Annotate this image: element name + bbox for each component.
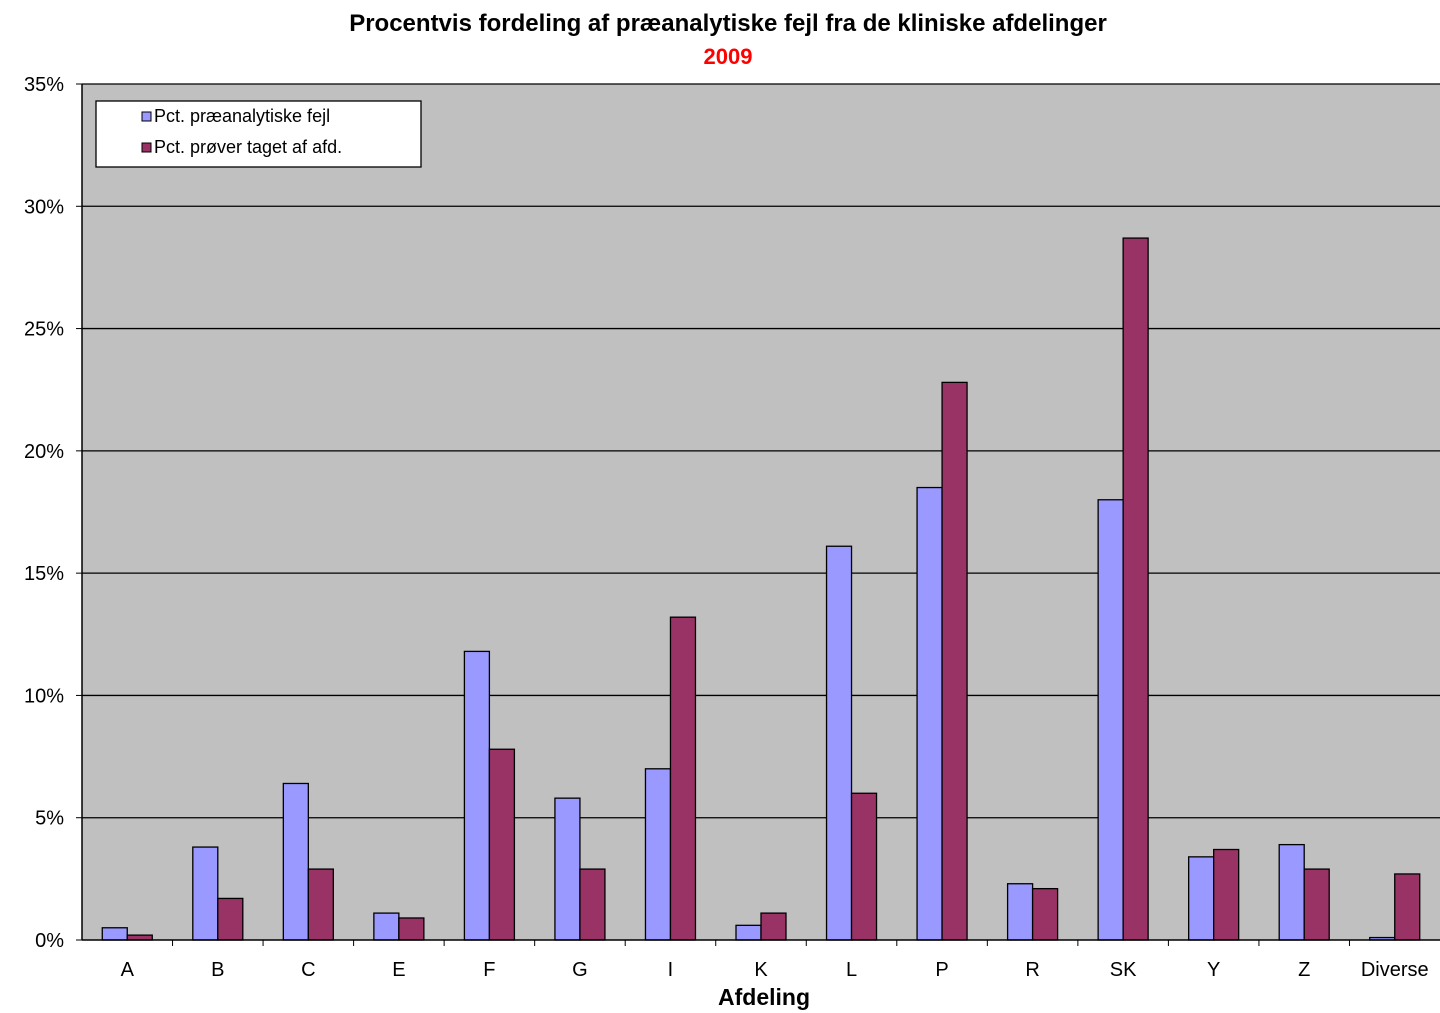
x-tick-label: Diverse	[1361, 959, 1429, 981]
bar-A-series-1	[101, 927, 128, 941]
bar-SK-series-2	[1122, 237, 1149, 941]
x-tick-label: R	[1025, 959, 1039, 981]
bar-G-series-2	[579, 868, 606, 941]
bar-B-series-1	[192, 846, 219, 941]
bar-Diverse-series-2	[1394, 873, 1421, 941]
y-tick-label: 20%	[24, 441, 64, 463]
x-tick-label: G	[572, 959, 588, 981]
legend-swatch	[141, 111, 152, 122]
bar-K-series-1	[735, 924, 762, 941]
x-tick-label: E	[392, 959, 405, 981]
bar-Z-series-1	[1278, 843, 1305, 941]
bar-SK-series-1	[1097, 499, 1124, 941]
x-tick-label: B	[211, 959, 224, 981]
y-tick-label: 25%	[24, 319, 64, 341]
x-tick-label: SK	[1110, 959, 1137, 981]
x-tick-label: K	[754, 959, 768, 981]
legend: Pct. præanalytiske fejl Pct. prøver taget…	[95, 100, 422, 168]
y-tick-label: 30%	[24, 196, 64, 218]
bar-Y-series-1	[1188, 856, 1215, 941]
bar-C-series-1	[282, 782, 309, 941]
y-tick-label: 5%	[35, 808, 64, 830]
x-tick-label: Y	[1207, 959, 1220, 981]
bar-E-series-2	[398, 917, 425, 941]
bars	[101, 237, 1421, 941]
bar-B-series-2	[217, 897, 244, 941]
bar-I-series-2	[669, 616, 697, 941]
y-tick-label: 15%	[24, 563, 64, 585]
y-tick-labels: 0% 5% 10% 15% 20% 25% 30% 35%	[24, 74, 82, 952]
chart-subtitle: 2009	[703, 44, 753, 69]
legend-label: Pct. prøver taget af afd.	[154, 137, 342, 157]
bar-F-series-1	[463, 650, 491, 941]
legend-swatch	[141, 142, 152, 153]
y-tick-label: 35%	[24, 74, 64, 96]
x-axis-label: Afdeling	[718, 984, 810, 1010]
y-tick-label: 10%	[24, 685, 64, 707]
bar-L-series-1	[825, 545, 853, 941]
bar-E-series-1	[373, 912, 400, 941]
bar-Y-series-2	[1213, 848, 1240, 941]
x-tick-label: F	[483, 959, 495, 981]
x-tick-label: C	[301, 959, 315, 981]
x-tick-label: L	[846, 959, 857, 981]
bar-Z-series-2	[1303, 868, 1330, 941]
bar-K-series-2	[760, 912, 787, 941]
bar-I-series-1	[644, 768, 672, 941]
gridlines	[82, 83, 1440, 819]
legend-label: Pct. præanalytiske fejl	[154, 106, 330, 126]
chart-title: Procentvis fordeling af præanalytiske fe…	[349, 10, 1107, 37]
bar-P-series-2	[941, 381, 968, 941]
bar-R-series-1	[1006, 883, 1034, 941]
x-tick-label: Z	[1298, 959, 1310, 981]
bar-G-series-1	[554, 797, 581, 941]
y-tick-label: 0%	[35, 930, 64, 952]
x-tick-label: A	[121, 959, 135, 981]
x-tick-labels: A B C E F G I K L P R SK Y Z Diverse	[121, 940, 1429, 981]
bar-C-series-2	[307, 868, 334, 941]
bar-P-series-1	[916, 486, 943, 941]
bar-L-series-2	[850, 792, 878, 941]
bar-R-series-2	[1031, 887, 1059, 941]
x-tick-label: P	[935, 959, 948, 981]
x-tick-label: I	[668, 959, 674, 981]
bar-F-series-2	[488, 748, 516, 941]
